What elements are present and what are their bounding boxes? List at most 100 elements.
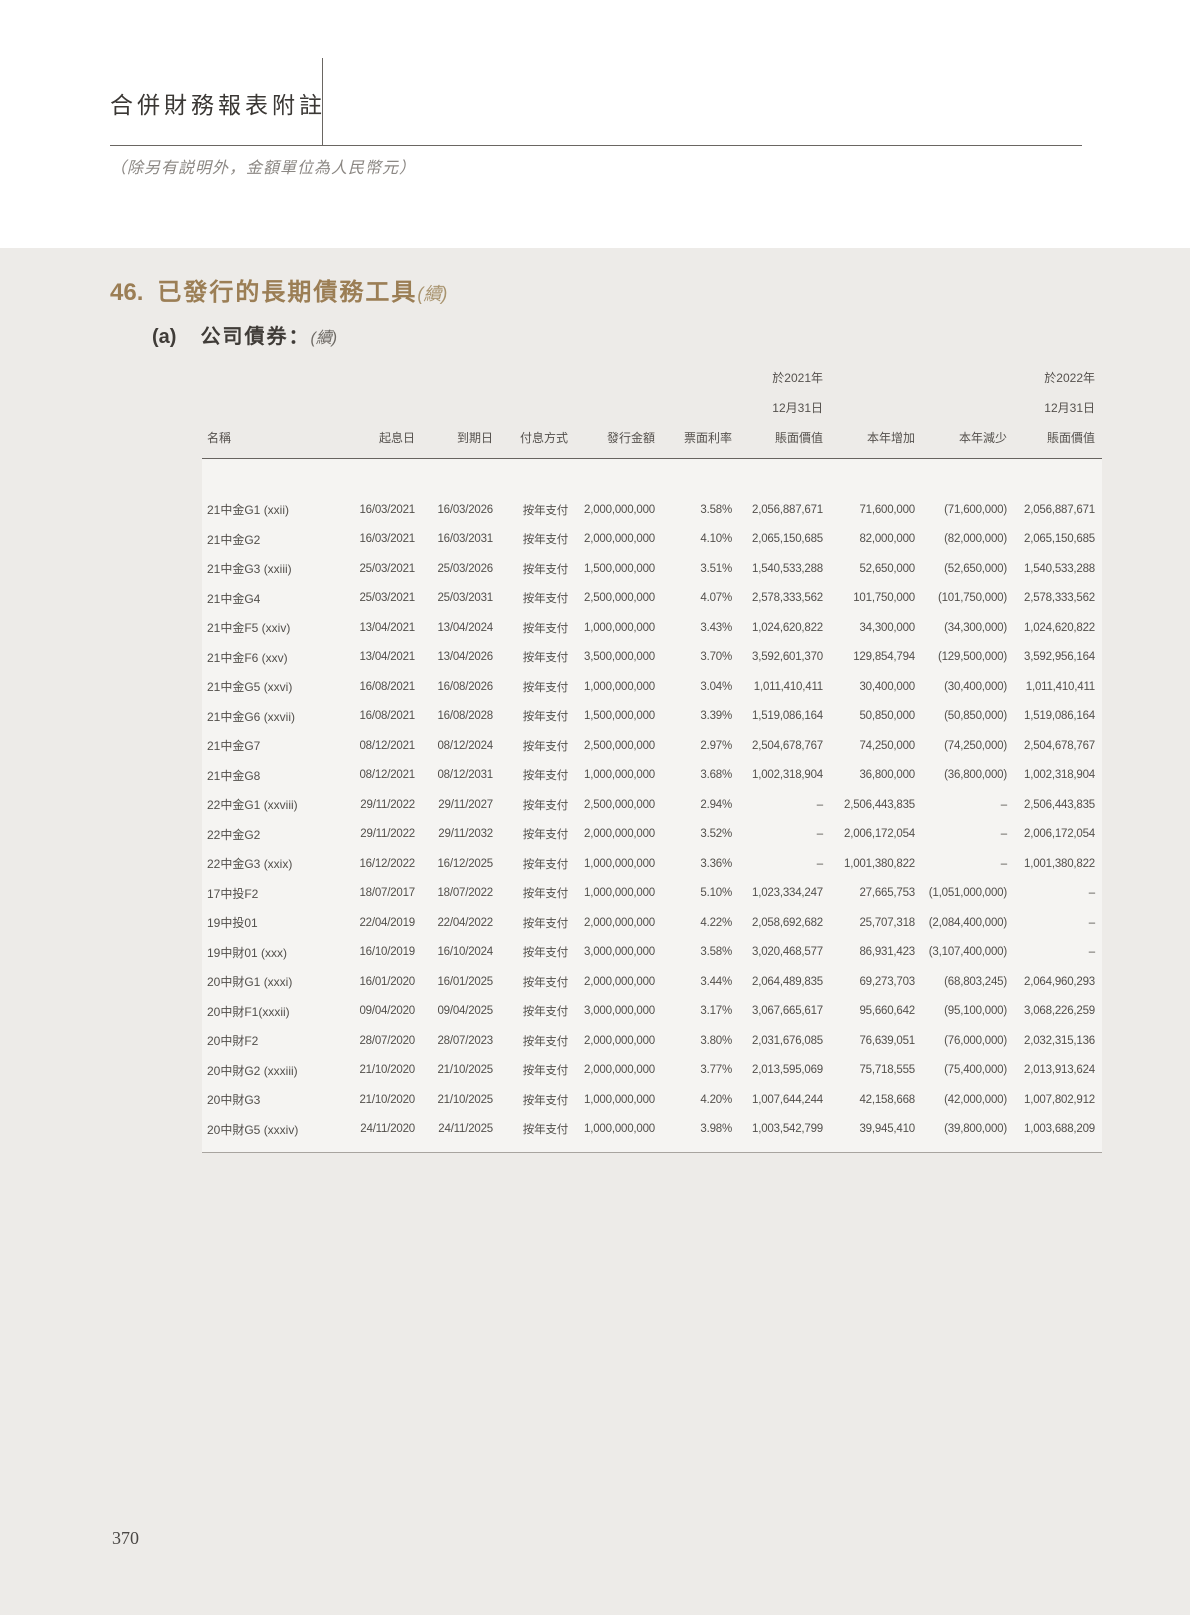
table-cell: 2,065,150,685 [752,533,823,546]
table-cell: 2,000,000,000 [584,1064,655,1077]
table-cell: 25/03/2031 [437,592,493,605]
table-cell: (95,100,000) [944,1005,1007,1018]
table-cell: 30,400,000 [859,680,915,693]
table-cell: 1,540,533,288 [752,562,823,575]
table-cell: 101,750,000 [853,592,915,605]
table-cell: 08/12/2021 [359,769,415,782]
table-cell: 20中財G5 (xxxiv) [207,1122,299,1137]
table-cell: 按年支付 [522,1094,568,1107]
table-cell: 21/10/2025 [437,1093,493,1106]
table-cell: 1,500,000,000 [584,562,655,575]
table-cell: 20中財F2 [207,1034,259,1049]
table-cell: 20中財G2 (xxxiii) [207,1063,298,1078]
table-cell: 16/12/2022 [359,857,415,870]
table-cell: 74,250,000 [859,739,915,752]
table-cell: 21中金F5 (xxiv) [207,621,291,636]
table-cell: 25/03/2021 [359,592,415,605]
table-cell: 86,931,423 [859,946,915,959]
table-cell: 1,011,410,411 [1025,680,1095,693]
table-cell: 19中投01 [207,916,258,931]
table-cell: 34,300,000 [859,621,915,634]
page-number: 370 [112,1528,139,1548]
table-cell: 21中金G5 (xxvi) [207,680,293,695]
table-cell: 2,504,678,767 [752,739,823,752]
table-cell: 1,540,533,288 [1024,562,1095,575]
table-cell: 75,718,555 [859,1064,915,1077]
table-cell: – [816,828,823,841]
table-cell: 按年支付 [522,770,568,783]
table-cell: 22中金G2 [207,827,261,842]
table-cell: 3,000,000,000 [584,946,655,959]
table-cell: 16/03/2031 [437,533,493,546]
table-cell: 按年支付 [522,534,568,547]
table-cell: – [1000,828,1007,841]
subsection-continued-label: (續) [310,330,338,347]
table-cell: 2,578,333,562 [752,592,823,605]
column-header: 票面利率 [683,431,732,445]
table-cell: 3.39% [700,710,732,723]
section-number: 46. [110,279,144,306]
table-cell: 按年支付 [522,1065,568,1078]
table-cell: 21中金G4 [207,591,261,606]
table-cell: 3.80% [700,1034,732,1047]
table-cell: 1,519,086,164 [752,710,823,723]
table-cell: 3.58% [700,503,732,516]
table-cell: (74,250,000) [944,739,1007,752]
table-cell: (68,803,245) [944,975,1007,988]
table-header-row: 名稱 起息日 到期日 付息方式 發行金額 票面利率 於2021年 12月31日 賬面價值 本年… [202,363,1102,459]
table-cell: (30,400,000) [944,680,1007,693]
table-row: 19中投01 22/04/2019 22/04/2022 按年支付 2,000,000,… [202,908,1102,938]
table-cell: 16/08/2028 [437,710,493,723]
table-row: 21中金G2 16/03/2021 16/03/2031 按年支付 2,000,000,… [202,525,1102,555]
table-cell: 2,064,489,835 [752,975,823,988]
table-cell: 69,273,703 [859,975,915,988]
section-continued-label: (續) [417,284,448,304]
table-cell: 2,504,678,767 [1024,739,1095,752]
table-cell: 3,068,226,259 [1024,1005,1095,1018]
table-cell: 按年支付 [522,652,568,665]
table-row: 19中財01 (xxx) 16/10/2019 16/10/2024 按年支付 3,00… [202,938,1102,968]
table-row: 20中財F1(xxxii) 09/04/2020 09/04/2025 按年支付 3,0… [202,997,1102,1027]
table-cell: 2,006,172,054 [844,828,915,841]
table-cell: 4.20% [700,1093,732,1106]
table-row: 20中財F2 28/07/2020 28/07/2023 按年支付 2,000,000,… [202,1026,1102,1056]
table-cell: 82,000,000 [859,533,915,546]
table-cell: 2,000,000,000 [584,916,655,929]
table-cell: 16/08/2021 [359,710,415,723]
table-cell: 16/10/2024 [437,946,493,959]
table-cell: 24/11/2025 [438,1123,493,1136]
spacer-row [202,1144,1102,1153]
table-cell: 按年支付 [522,504,568,517]
table-cell: 按年支付 [522,622,568,635]
table-cell: 3.58% [700,946,732,959]
table-row: 22中金G1 (xxviii) 29/11/2022 29/11/2027 按年支付 2… [202,790,1102,820]
table-cell: 21中金G2 [207,532,261,547]
table-cell: 按年支付 [522,829,568,842]
table-cell: 21/10/2020 [359,1093,415,1106]
table-cell: 16/10/2019 [359,946,415,959]
table-cell: (75,400,000) [944,1064,1007,1077]
table-row: 21中金G7 08/12/2021 08/12/2024 按年支付 2,500,000,… [202,731,1102,761]
table-cell: 21中金G1 (xxii) [207,503,290,518]
table-cell: (101,750,000) [937,592,1007,605]
document-title: 合併財務報表附註 [110,93,326,118]
table-cell: – [1000,857,1007,870]
table-cell: 2.97% [700,739,732,752]
table-cell: 2,031,676,085 [752,1034,823,1047]
table-cell: 2,064,960,293 [1024,975,1095,988]
table-cell: 29/11/2022 [360,798,415,811]
table-cell: 1,023,334,247 [752,887,823,900]
table-cell: 1,002,318,904 [752,769,823,782]
table-cell: 2,000,000,000 [584,533,655,546]
table-row: 20中財G1 (xxxi) 16/01/2020 16/01/2025 按年支付 2,0… [202,967,1102,997]
table-cell: 16/12/2025 [437,857,493,870]
table-cell: 20中財G3 [207,1093,261,1108]
table-cell: 08/12/2024 [437,739,493,752]
table-cell: 2,013,595,069 [752,1064,823,1077]
table-cell: 1,024,620,822 [752,621,823,634]
table-cell: 2,013,913,624 [1024,1064,1095,1077]
table-cell: 42,158,668 [859,1093,915,1106]
table-cell: 27,665,753 [859,887,915,900]
table-cell: 24/11/2020 [360,1123,415,1136]
